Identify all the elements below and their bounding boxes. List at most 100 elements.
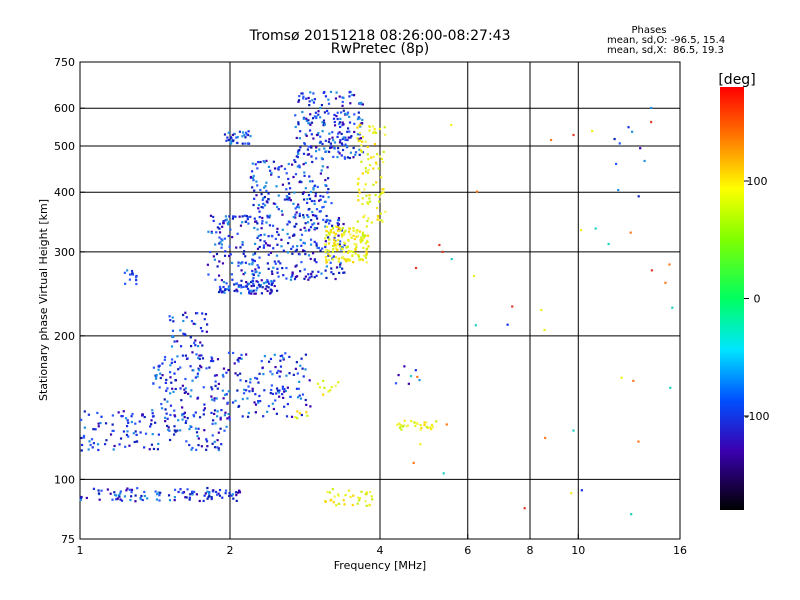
data-point [265,200,268,203]
data-point [245,353,248,356]
data-point [330,202,333,205]
data-point [549,138,553,142]
data-point [277,233,280,236]
data-point [265,189,268,193]
data-point [238,489,241,492]
data-point [313,226,317,230]
data-point [217,382,220,386]
data-point [228,286,231,289]
data-point [255,280,258,283]
data-point [430,423,434,427]
data-point [239,284,243,287]
data-point [356,183,360,186]
data-point [97,422,100,425]
data-point [343,231,346,234]
data-point [87,448,90,451]
data-point [414,266,418,270]
data-point [304,368,307,371]
data-point [330,224,334,227]
data-point [85,496,88,500]
data-point [319,198,322,201]
data-point [346,113,349,116]
data-point [220,290,223,293]
data-point [271,272,274,276]
data-point [365,225,369,228]
data-point [196,397,199,400]
data-point [423,421,426,424]
data-point [276,167,279,170]
data-point [257,234,260,238]
data-point [246,287,250,290]
data-point [251,162,254,165]
data-point [313,199,316,203]
data-point [324,500,327,503]
data-point [167,428,170,431]
data-point [217,492,220,495]
data-point [414,424,417,428]
data-point [227,234,230,238]
data-point [306,221,310,224]
data-point [272,202,275,205]
data-point [288,197,291,200]
data-point [281,228,284,231]
data-point [119,492,122,495]
data-point [241,215,244,218]
data-point [158,499,161,502]
data-point [283,390,286,393]
data-point [92,428,95,431]
data-point [82,434,86,438]
data-point [302,152,306,155]
data-point [289,278,293,281]
data-point [341,121,344,124]
data-point [169,364,172,367]
data-point [274,365,277,369]
data-point [324,269,327,272]
data-point [294,250,297,253]
data-point [372,167,375,170]
data-point [176,355,179,358]
data-point [249,378,252,381]
data-point [637,195,640,198]
data-point [378,195,381,198]
data-point [283,198,286,201]
data-point [299,130,302,133]
data-point [167,426,170,429]
data-point [133,440,136,444]
data-point [314,111,317,114]
data-point [325,214,328,218]
data-point [544,436,547,440]
data-point [255,289,258,292]
data-point [135,440,138,443]
data-point [274,399,277,402]
data-point [131,412,134,416]
data-point [169,413,172,417]
data-point [214,243,217,246]
data-point [222,222,225,225]
data-point [260,193,263,196]
data-point [262,197,265,200]
data-point [119,437,123,440]
data-point [307,273,310,276]
data-point [134,422,137,425]
data-point [297,152,300,156]
data-point [173,425,176,428]
data-point [324,256,327,259]
data-point [341,235,344,238]
data-point [315,146,318,149]
data-point [313,115,316,118]
data-point [207,230,210,233]
data-point [339,139,342,142]
data-point [295,205,299,208]
data-point [126,419,129,422]
data-point [358,133,361,136]
data-point [377,200,381,203]
data-point [304,187,307,190]
data-point [297,100,300,103]
data-point [277,208,280,211]
data-point [650,120,653,124]
data-point [236,135,239,139]
data-point [343,156,346,159]
data-point [130,415,133,418]
data-point [213,399,216,402]
data-point [341,255,345,259]
